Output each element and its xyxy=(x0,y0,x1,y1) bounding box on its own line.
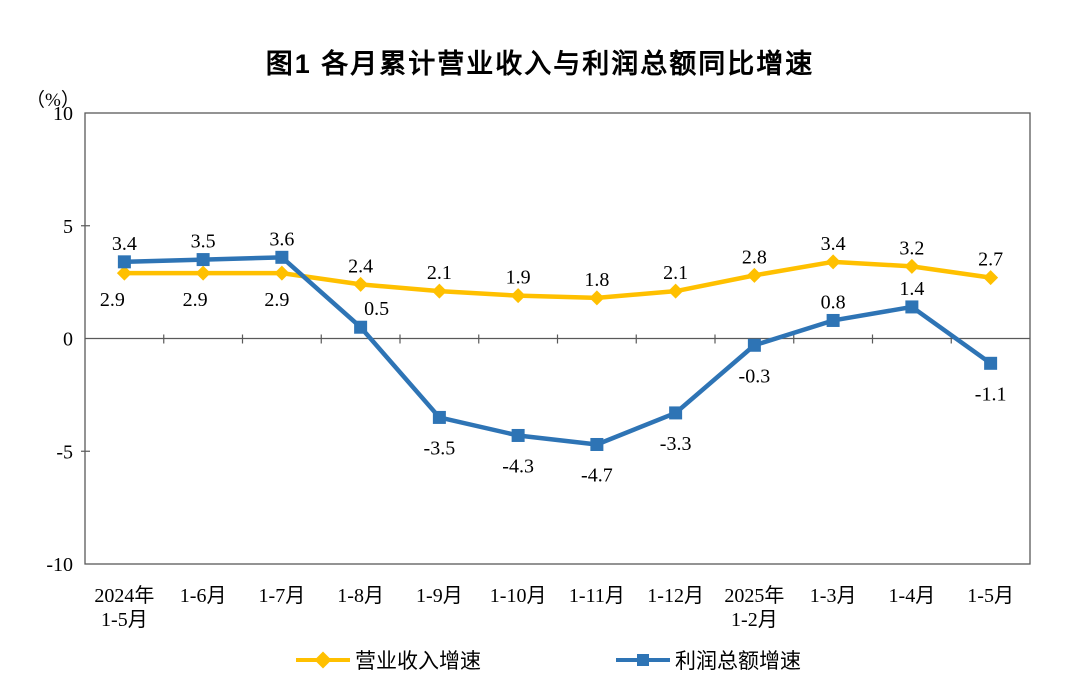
y-tick-label: -5 xyxy=(56,441,73,463)
data-point-marker xyxy=(905,300,919,314)
data-point-marker xyxy=(274,265,290,281)
legend-label-revenue: 营业收入增速 xyxy=(355,649,481,673)
legend-item-revenue: 营业收入增速 xyxy=(296,646,481,674)
data-point-marker xyxy=(511,428,525,442)
data-point-marker xyxy=(589,290,605,306)
data-point-label: 3.6 xyxy=(269,228,294,250)
data-point-marker xyxy=(668,283,684,299)
data-point-marker xyxy=(275,250,289,264)
legend-item-profit: 利润总额增速 xyxy=(616,646,801,674)
data-point-marker xyxy=(984,356,998,370)
data-point-marker xyxy=(196,253,210,267)
data-point-label: 3.2 xyxy=(899,237,924,259)
data-point-label: 0.5 xyxy=(364,298,389,320)
data-point-label: 3.4 xyxy=(112,233,137,255)
series-line-revenue xyxy=(124,259,991,301)
chart-legend: 营业收入增速 利润总额增速 xyxy=(0,646,1080,676)
x-tick-label: 1-9月 xyxy=(416,585,463,607)
diamond-marker-icon xyxy=(314,651,332,669)
legend-label-profit: 利润总额增速 xyxy=(675,649,801,673)
data-point-label: 1.9 xyxy=(506,267,531,289)
data-point-label: -1.1 xyxy=(975,383,1007,405)
revenue-legend-line xyxy=(296,651,350,669)
data-point-marker xyxy=(746,267,762,283)
x-tick-label: 1-10月 xyxy=(490,585,547,607)
data-point-marker xyxy=(825,254,841,270)
data-point-label: -0.3 xyxy=(739,365,771,387)
x-tick-label: 2024年 xyxy=(94,584,154,607)
y-axis-unit-label: （%） xyxy=(26,90,80,111)
x-tick-label: 1-3月 xyxy=(810,585,857,607)
x-tick-label: 1-11月 xyxy=(569,585,625,607)
y-tick-label: 10 xyxy=(53,103,73,125)
data-point-marker xyxy=(669,406,683,420)
y-tick-label: 0 xyxy=(63,329,73,351)
series-line-profit xyxy=(124,255,992,447)
data-point-marker xyxy=(431,283,447,299)
data-point-label: 3.4 xyxy=(821,233,846,255)
x-tick-label: 1-2月 xyxy=(731,609,778,631)
data-point-label: -4.3 xyxy=(502,455,534,477)
data-point-marker xyxy=(354,320,368,334)
y-tick-label: -10 xyxy=(46,554,73,576)
data-point-label: 1.8 xyxy=(584,269,609,291)
square-marker-icon xyxy=(637,654,649,666)
data-point-label: 1.4 xyxy=(899,278,924,300)
data-point-label: 2.4 xyxy=(348,255,373,277)
data-point-label: 2.7 xyxy=(978,249,1003,271)
x-tick-label: 1-4月 xyxy=(889,585,936,607)
x-tick-label: 1-7月 xyxy=(259,585,306,607)
data-point-marker xyxy=(116,265,132,281)
data-point-marker xyxy=(195,265,211,281)
data-point-marker xyxy=(432,410,446,424)
data-point-label: 0.8 xyxy=(821,291,846,313)
data-point-label: -3.3 xyxy=(660,433,692,455)
data-point-label: 2.1 xyxy=(663,262,688,284)
data-point-marker xyxy=(510,288,526,304)
data-point-label: 2.9 xyxy=(100,289,125,311)
chart-title: 图1 各月累计营业收入与利润总额同比增速 xyxy=(265,49,815,79)
data-point-marker xyxy=(983,270,999,286)
x-tick-label: 1-5月 xyxy=(101,609,148,631)
data-point-marker xyxy=(590,437,604,451)
data-point-label: 3.5 xyxy=(191,231,216,253)
data-point-label: 2.1 xyxy=(427,262,452,284)
data-point-label: 2.9 xyxy=(183,289,208,311)
data-point-marker xyxy=(117,255,131,269)
x-tick-label: 1-6月 xyxy=(180,585,227,607)
data-point-label: -4.7 xyxy=(581,464,613,486)
y-tick-label: 5 xyxy=(63,216,73,238)
data-point-label: -3.5 xyxy=(424,437,456,459)
x-tick-label: 1-12月 xyxy=(647,585,704,607)
x-tick-label: 1-8月 xyxy=(337,585,384,607)
data-point-label: 2.8 xyxy=(742,246,767,268)
x-tick-label: 1-5月 xyxy=(967,585,1014,607)
data-point-marker xyxy=(353,276,369,292)
profit-legend-line xyxy=(616,654,670,666)
data-point-marker xyxy=(904,258,920,274)
data-point-marker xyxy=(747,338,761,352)
x-tick-label: 2025年 xyxy=(724,584,784,607)
data-point-label: 2.9 xyxy=(264,289,289,311)
data-point-marker xyxy=(826,313,840,327)
